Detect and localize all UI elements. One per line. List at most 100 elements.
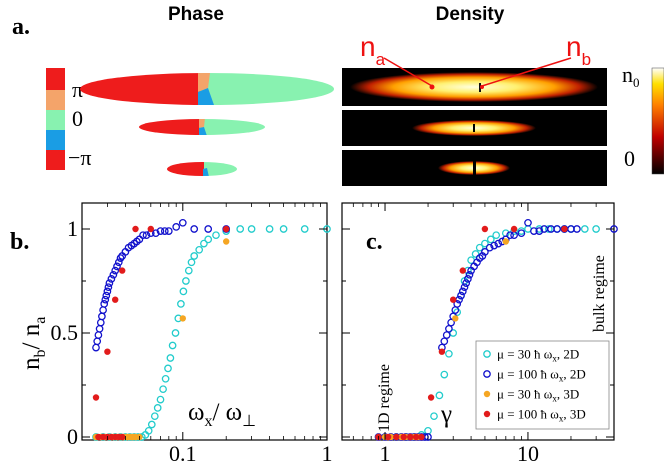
point-b-cyan [279, 225, 288, 233]
density-bar-top-label: n0 [622, 62, 640, 90]
chart-c-frame [341, 202, 615, 441]
point-b-blue [116, 254, 125, 262]
point-b-blue [164, 227, 173, 235]
point-c-red [510, 225, 518, 233]
point-b-blue [111, 266, 120, 275]
point-c-blue [490, 241, 498, 250]
point-b-cyan [265, 225, 274, 233]
density-panel-medium [342, 110, 607, 146]
point-b-cyan [171, 329, 180, 337]
legend-label-blue: μ = 100 ħ ωx, 2D [497, 367, 586, 384]
x-tick-label-b: 1 [322, 441, 333, 464]
chart-b-ylabel: nb/ na [18, 317, 49, 370]
phase-title: Phase [168, 4, 224, 25]
point-b-red [223, 225, 230, 233]
point-c-blue [440, 337, 449, 346]
point-c-blue [445, 324, 453, 333]
point-b-blue [151, 229, 160, 238]
point-b-blue [204, 225, 213, 233]
point-b-red [112, 296, 119, 303]
point-c-red [418, 433, 425, 441]
point-b-cyan [204, 235, 213, 244]
legend-marker-orange [483, 390, 491, 398]
point-b-cyan [159, 385, 167, 394]
na-marker [429, 84, 435, 90]
point-b-blue [92, 343, 100, 352]
point-b-cyan [156, 395, 165, 404]
point-b-cyan [190, 252, 199, 260]
point-c-blue [457, 291, 465, 300]
point-b-red [92, 394, 100, 401]
point-b-red [95, 433, 102, 441]
na-label: na [360, 31, 386, 69]
legend: μ = 30 ħ ωx, 2D μ = 100 ħ ωx, 2D μ = 30 ħ … [475, 340, 610, 430]
point-c-cyan [453, 308, 462, 317]
point-b-cyan [161, 374, 170, 383]
chart-c-xlabel: γ [440, 401, 452, 428]
point-c-cyan [471, 250, 480, 258]
point-c-red [561, 225, 568, 233]
point-c-cyan [430, 412, 438, 421]
point-c-blue [530, 227, 538, 235]
density-bar-bottom-label: 0 [624, 146, 635, 171]
point-c-red [412, 433, 420, 441]
point-c-orange [452, 315, 459, 322]
point-c-red [459, 267, 466, 274]
point-c-blue [453, 300, 462, 308]
density-panel-large [342, 68, 607, 106]
point-b-blue [172, 223, 181, 231]
point-b-blue [113, 262, 121, 271]
point-c-cyan [580, 225, 589, 233]
point-b-blue [142, 231, 151, 240]
point-b-blue [94, 331, 103, 339]
point-b-orange [223, 238, 230, 245]
panel-b-label: b. [10, 229, 29, 255]
point-c-red [427, 394, 435, 401]
point-b-cyan [236, 225, 245, 233]
point-c-cyan [486, 235, 495, 244]
point-c-blue [465, 270, 474, 279]
annotation-1d-regime: 1D regime [376, 364, 393, 432]
point-b-blue [102, 291, 111, 300]
nb-pointer [481, 57, 572, 87]
point-b-blue [104, 283, 113, 292]
point-b-cyan [195, 245, 204, 254]
point-b-red [119, 433, 126, 441]
point-c-blue [481, 248, 489, 256]
nb-marker [480, 85, 484, 89]
point-b-cyan [300, 225, 309, 233]
point-c-orange [502, 238, 509, 245]
point-c-red [438, 348, 446, 355]
point-b-orange [179, 315, 186, 322]
point-b-cyan [177, 300, 185, 308]
point-c-cyan [440, 370, 449, 379]
chart-c: 1 10 [341, 202, 618, 464]
point-c-blue [524, 218, 532, 227]
legend-marker-blue [483, 370, 491, 378]
point-b-blue [98, 312, 106, 321]
point-c-blue [485, 243, 494, 252]
y-tick-label-b: 0.5 [51, 320, 79, 345]
density-colorbar [651, 67, 664, 175]
point-b-blue [190, 225, 199, 233]
point-b-cyan [184, 266, 193, 275]
point-b-cyan [182, 277, 190, 285]
point-b-blue [156, 227, 165, 235]
legend-box [475, 340, 610, 430]
x-tick-label-c: 1 [380, 441, 391, 464]
point-b-cyan [166, 354, 175, 362]
x-tick-label-c: 10 [517, 441, 539, 464]
y-tick-label-b: 1 [67, 216, 78, 241]
point-b-red [132, 225, 139, 233]
point-c-blue [442, 331, 451, 339]
point-b-cyan [200, 239, 208, 248]
point-b-blue [114, 258, 123, 267]
point-c-red [481, 225, 489, 233]
point-b-red [104, 348, 111, 355]
point-b-red [119, 267, 126, 274]
point-b-blue [178, 218, 187, 227]
legend-marker-cyan [483, 350, 491, 358]
point-c-cyan [445, 349, 453, 358]
point-b-cyan [179, 287, 188, 296]
nb-label: nb [566, 31, 591, 69]
